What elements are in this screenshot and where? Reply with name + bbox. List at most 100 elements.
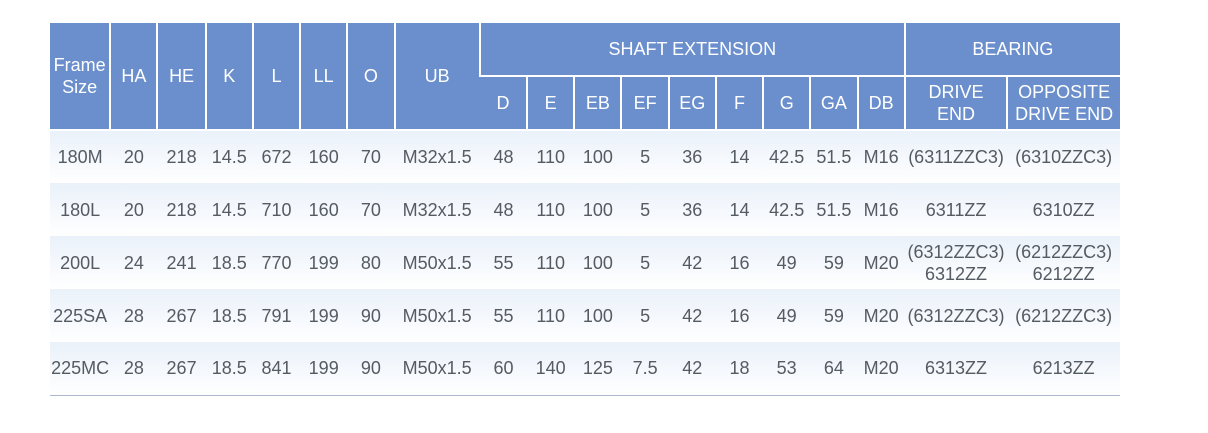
cell-d: 60 [479, 342, 528, 396]
cell-ub: M32x1.5 [394, 183, 480, 236]
cell-ll: 160 [300, 183, 348, 236]
cell-g: 49 [763, 289, 811, 342]
cell-d: 48 [479, 183, 528, 236]
cell-e: 110 [527, 289, 575, 342]
cell-ub: M50x1.5 [394, 289, 480, 342]
cell-eb: 100 [574, 236, 622, 289]
cell-db: M16 [857, 130, 905, 183]
cell-ef: 5 [621, 236, 669, 289]
cell-k: 14.5 [205, 183, 253, 236]
cell-eb: 125 [574, 342, 622, 396]
cell-eg: 36 [668, 130, 716, 183]
header-ga: GA [809, 76, 858, 131]
cell-e: 110 [527, 236, 575, 289]
table-body: 180M 20 218 14.5 672 160 70 M32x1.5 48 110 100 5 36 1… [50, 130, 1120, 396]
cell-he: 218 [157, 183, 206, 236]
cell-l: 770 [252, 236, 301, 289]
cell-eg: 42 [668, 236, 716, 289]
cell-he: 218 [157, 130, 206, 183]
header-ha: HA [109, 23, 158, 131]
header-ll: LL [299, 23, 348, 131]
header-drive-end: DRIVE END [903, 76, 1008, 131]
header-o: O [346, 23, 395, 131]
cell-opposite-drive-end: (6212ZZC3) 6212ZZ [1007, 236, 1120, 289]
header-ef: EF [620, 76, 669, 131]
cell-f: 16 [715, 289, 764, 342]
header-k: K [204, 23, 253, 131]
cell-ef: 5 [621, 130, 669, 183]
cell-ef: 7.5 [621, 342, 669, 396]
dimension-table: Frame Size HA HE K L LL O UB SHAFT EXTEN… [50, 23, 1120, 396]
cell-drive-end: (6312ZZC3) 6312ZZ [904, 236, 1008, 289]
cell-drive-end: 6311ZZ [904, 183, 1008, 236]
cell-db: M20 [857, 342, 905, 396]
bearing-code: (6310ZZC3) [1015, 147, 1113, 167]
cell-ga: 59 [810, 236, 858, 289]
bearing-code: 6313ZZ [925, 358, 988, 379]
table-row: 180L 20 218 14.5 710 160 70 M32x1.5 48 110 100 5 36 1… [50, 183, 1120, 236]
cell-frame: 180L [50, 183, 111, 236]
header-db: DB [856, 76, 905, 131]
cell-frame: 180M [50, 130, 111, 183]
cell-opposite-drive-end: 6213ZZ [1007, 342, 1120, 396]
cell-he: 267 [157, 342, 206, 396]
cell-l: 841 [252, 342, 301, 396]
cell-frame: 225MC [50, 342, 111, 396]
cell-ha: 24 [110, 236, 158, 289]
cell-l: 710 [252, 183, 301, 236]
cell-eb: 100 [574, 130, 622, 183]
header-f: F [714, 76, 764, 131]
cell-frame: 200L [50, 236, 111, 289]
table-row: 225MC 28 267 18.5 841 199 90 M50x1.5 60 140 125 7.5… [50, 342, 1120, 396]
cell-he: 241 [157, 236, 206, 289]
cell-ga: 51.5 [810, 130, 858, 183]
cell-o: 70 [347, 183, 395, 236]
cell-eb: 100 [574, 289, 622, 342]
cell-db: M16 [857, 183, 905, 236]
cell-l: 791 [252, 289, 301, 342]
cell-ub: M50x1.5 [394, 236, 480, 289]
cell-opposite-drive-end: (6212ZZC3) [1007, 289, 1120, 342]
cell-drive-end: (6312ZZC3) [904, 289, 1008, 342]
cell-ef: 5 [621, 289, 669, 342]
cell-l: 672 [252, 130, 301, 183]
cell-ll: 160 [300, 130, 348, 183]
cell-eg: 42 [668, 289, 716, 342]
header-frame-size: Frame Size [50, 23, 111, 131]
cell-ub: M50x1.5 [394, 342, 480, 396]
bearing-code: 6310ZZ [1032, 199, 1095, 220]
header-eg: EG [667, 76, 716, 131]
cell-eg: 42 [668, 342, 716, 396]
cell-o: 90 [347, 289, 395, 342]
cell-db: M20 [857, 289, 905, 342]
cell-g: 49 [763, 236, 811, 289]
cell-k: 18.5 [205, 289, 253, 342]
header-row-top: Frame Size HA HE K L LL O UB SHAFT EXTEN… [50, 23, 1120, 131]
bearing-code: 6213ZZ [1032, 358, 1095, 379]
header-g: G [762, 76, 811, 131]
header-opposite-drive-end: OPPOSITE DRIVE END [1006, 76, 1120, 131]
cell-k: 14.5 [205, 130, 253, 183]
cell-g: 42.5 [763, 183, 811, 236]
bearing-code: (6212ZZC3) [1015, 305, 1113, 326]
cell-e: 110 [527, 183, 575, 236]
bearing-code: (6212ZZC3) [1015, 241, 1113, 262]
cell-frame: 225SA [50, 289, 111, 342]
header-ub: UB [393, 23, 480, 131]
cell-f: 18 [715, 342, 764, 396]
cell-ub: M32x1.5 [394, 130, 480, 183]
bearing-code: (6311ZZC3) [908, 147, 1004, 167]
cell-k: 18.5 [205, 342, 253, 396]
cell-ha: 20 [110, 183, 158, 236]
bearing-code: 6312ZZ [925, 263, 988, 284]
cell-d: 55 [479, 289, 528, 342]
cell-d: 55 [479, 236, 528, 289]
cell-o: 70 [347, 130, 395, 183]
header-shaft-extension: SHAFT EXTENSION [478, 23, 905, 77]
header-bearing: BEARING [903, 23, 1120, 77]
cell-d: 48 [479, 130, 528, 183]
cell-ga: 51.5 [810, 183, 858, 236]
header-row-sub: D E EB EF EG F G GA DB DRIVE END OPPOSIT… [50, 76, 1120, 131]
bearing-code: (6312ZZC3) [907, 241, 1005, 262]
cell-k: 18.5 [205, 236, 253, 289]
